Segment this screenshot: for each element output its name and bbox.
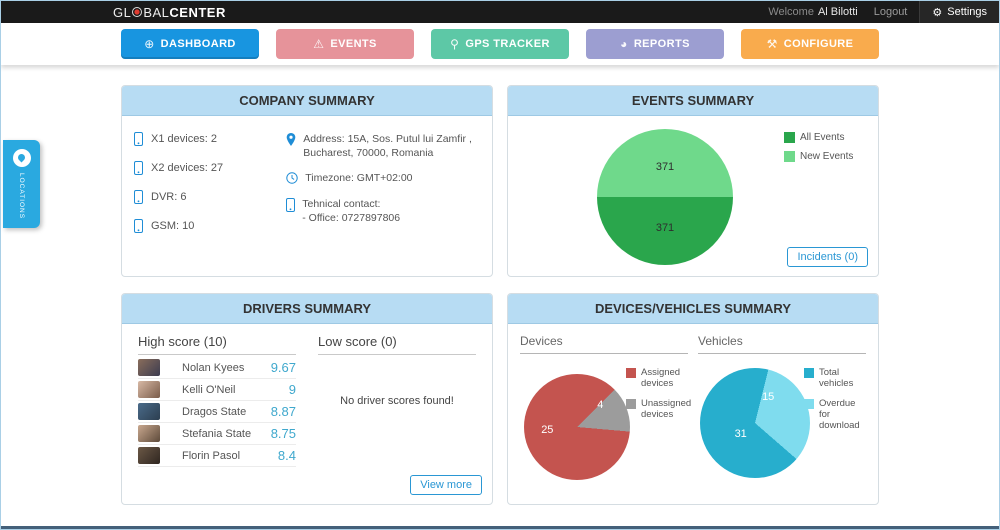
devices-legend: Assigned devices Unassigned devices xyxy=(626,367,691,421)
logout-link[interactable]: Logout xyxy=(873,6,908,18)
driver-row: Florin Pasol 8.4 xyxy=(138,445,296,467)
tab-reports-label: REPORTS xyxy=(633,38,690,50)
new-events-value: 371 xyxy=(655,161,675,174)
tab-reports[interactable]: ◕ REPORTS xyxy=(586,29,724,59)
driver-row: Nolan Kyees 9.67 xyxy=(138,357,296,379)
username: Al Bilotti xyxy=(817,6,858,18)
tab-events-label: EVENTS xyxy=(330,38,377,50)
app-logo[interactable]: GL BAL CENTER xyxy=(113,5,226,20)
total-vehicles-swatch xyxy=(804,368,814,378)
events-legend: All Events New Events xyxy=(784,132,864,162)
warning-triangle-icon: ⚠ xyxy=(313,37,325,51)
vehicles-pie-chart: 15 31 xyxy=(700,368,810,478)
top-bar-right: Welcome Al Bilotti Logout ⚙ Settings xyxy=(768,1,999,23)
report-chart-icon: ◕ xyxy=(620,37,628,51)
tab-dashboard[interactable]: ⊕ DASHBOARD xyxy=(121,29,259,59)
assigned-devices-swatch xyxy=(626,368,636,378)
vehicles-section: Vehicles 15 31 Total vehicles Overdue fo… xyxy=(698,334,866,503)
driver-avatar xyxy=(138,425,160,442)
assigned-devices-value: 25 xyxy=(541,424,554,437)
vehicles-subheader: Vehicles xyxy=(698,334,866,354)
tab-dashboard-label: DASHBOARD xyxy=(160,38,236,50)
low-score-column: Low score (0) No driver scores found! xyxy=(318,334,476,503)
logo-text-bal: BAL xyxy=(143,4,170,20)
settings-label: Settings xyxy=(947,6,987,18)
phone-icon xyxy=(286,197,296,212)
events-pie-chart: 371 371 xyxy=(597,129,733,265)
footer-bar xyxy=(1,526,999,529)
devices-section: Devices 25 4 Assigned devices Unassigned… xyxy=(520,334,691,503)
view-more-button[interactable]: View more xyxy=(410,475,482,495)
wrench-icon: ⚙ xyxy=(932,6,943,19)
gsm-device-icon xyxy=(134,219,143,233)
map-pin-icon xyxy=(286,133,296,146)
events-summary-title: EVENTS SUMMARY xyxy=(508,86,878,116)
dashboard-icon: ⊕ xyxy=(144,37,155,51)
vehicles-legend: Total vehicles Overdue for download xyxy=(804,367,866,432)
stat-gsm: GSM: 10 xyxy=(134,219,286,233)
stat-x2-devices: X2 devices: 27 xyxy=(134,161,286,175)
tools-icon: ⚒ xyxy=(766,37,778,51)
high-score-column: High score (10) Nolan Kyees 9.67 Kelli O… xyxy=(138,334,296,503)
overdue-vehicles-value: 15 xyxy=(762,390,775,403)
stat-dvr: DVR: 6 xyxy=(134,190,286,204)
high-score-header: High score (10) xyxy=(138,334,296,355)
total-vehicles-value: 31 xyxy=(734,428,747,440)
dvr-device-icon xyxy=(134,190,143,204)
company-summary-panel: COMPANY SUMMARY X1 devices: 2 X2 devices… xyxy=(121,85,493,277)
drivers-summary-title: DRIVERS SUMMARY xyxy=(122,294,492,324)
new-events-swatch xyxy=(784,150,795,162)
dashboard-content: COMPANY SUMMARY X1 devices: 2 X2 devices… xyxy=(121,85,879,505)
all-events-value: 371 xyxy=(655,222,675,235)
tab-gps-tracker-label: GPS TRACKER xyxy=(465,38,550,50)
tab-gps-tracker[interactable]: ⚲ GPS TRACKER xyxy=(431,29,569,59)
devices-subheader: Devices xyxy=(520,334,688,354)
location-pin-icon xyxy=(12,149,31,167)
company-address: Address: 15A, Sos. Putul lui Zamfir , Buc… xyxy=(286,132,480,160)
company-info-list: Address: 15A, Sos. Putul lui Zamfir , Buc… xyxy=(286,132,480,259)
no-driver-scores-message: No driver scores found! xyxy=(340,395,454,407)
logo-text-center: CENTER xyxy=(169,4,226,20)
devices-pie-chart: 25 4 xyxy=(524,374,630,480)
unassigned-devices-value: 4 xyxy=(597,398,604,411)
logo-text-gl: GL xyxy=(113,4,132,20)
globe-icon xyxy=(132,7,143,17)
tab-configure[interactable]: ⚒ CONFIGURE xyxy=(741,29,879,59)
tab-configure-label: CONFIGURE xyxy=(783,38,854,50)
company-summary-title: COMPANY SUMMARY xyxy=(122,86,492,116)
unassigned-devices-swatch xyxy=(626,398,636,409)
device-stats-list: X1 devices: 2 X2 devices: 27 DVR: 6 GSM:… xyxy=(134,132,286,259)
welcome-label: Welcome xyxy=(768,6,814,18)
events-summary-panel: EVENTS SUMMARY 371 371 All Events New Ev… xyxy=(507,85,879,277)
drivers-summary-panel: DRIVERS SUMMARY High score (10) Nolan Ky… xyxy=(121,293,493,505)
overdue-vehicles-swatch xyxy=(804,398,814,409)
company-contact: Tehnical contact: - Office: 0727897806 xyxy=(286,197,480,225)
clock-icon xyxy=(286,172,298,185)
devices-vehicles-summary-panel: DEVICES/VEHICLES SUMMARY Devices 25 4 As… xyxy=(507,293,879,505)
driver-avatar xyxy=(138,381,160,398)
tab-events[interactable]: ⚠ EVENTS xyxy=(276,29,414,59)
nav-bar: ⊕ DASHBOARD ⚠ EVENTS ⚲ GPS TRACKER ◕ REP… xyxy=(1,23,999,65)
driver-avatar xyxy=(138,403,160,420)
driver-avatar xyxy=(138,359,160,376)
devices-vehicles-title: DEVICES/VEHICLES SUMMARY xyxy=(508,294,878,324)
top-bar: GL BAL CENTER Welcome Al Bilotti Logout … xyxy=(1,1,999,23)
driver-row: Kelli O'Neil 9 xyxy=(138,379,296,401)
mobile-device-icon xyxy=(134,161,143,175)
driver-row: Dragos State 8.87 xyxy=(138,401,296,423)
all-events-swatch xyxy=(784,132,795,143)
company-timezone: Timezone: GMT+02:00 xyxy=(286,171,480,185)
driver-avatar xyxy=(138,447,160,464)
stat-x1-devices: X1 devices: 2 xyxy=(134,132,286,146)
gps-pin-icon: ⚲ xyxy=(450,37,460,51)
low-score-header: Low score (0) xyxy=(318,334,476,355)
driver-row: Stefania State 8.75 xyxy=(138,423,296,445)
settings-button[interactable]: ⚙ Settings xyxy=(919,1,999,23)
locations-label: LOCATIONS xyxy=(18,173,25,220)
mobile-device-icon xyxy=(134,132,143,146)
incidents-button[interactable]: Incidents (0) xyxy=(787,247,868,267)
locations-side-tab[interactable]: LOCATIONS xyxy=(3,140,40,228)
